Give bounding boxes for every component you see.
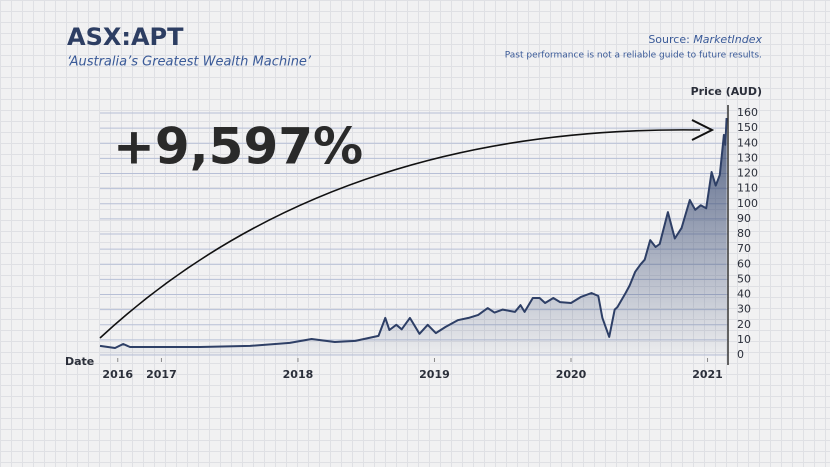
arrow-head [691, 119, 715, 141]
y-tick-label: 100 [737, 197, 758, 210]
y-axis-label: Price (AUD) [691, 85, 762, 98]
y-tick-label: 90 [737, 212, 751, 225]
source: Source: MarketIndex [648, 33, 762, 46]
source-label: Source: [648, 33, 690, 46]
y-tick-label: 20 [737, 318, 751, 331]
y-tick-label: 70 [737, 242, 751, 255]
x-tick-label: 2019 [419, 368, 450, 381]
x-tick-label: 2020 [556, 368, 587, 381]
y-tick-label: 120 [737, 167, 758, 180]
y-tick-label: 10 [737, 333, 751, 346]
chart-subtitle: ‘Australia’s Greatest Wealth Machine’ [67, 55, 312, 70]
y-tick-label: 140 [737, 136, 758, 149]
disclaimer: Past performance is not a reliable guide… [505, 51, 762, 61]
annotation: +9,597% [113, 118, 363, 176]
x-tick-label: 2017 [146, 368, 177, 381]
y-tick-label: 50 [737, 272, 751, 285]
annotation-arrow [99, 129, 701, 339]
y-tick-label: 110 [737, 182, 758, 195]
y-tick-label: 150 [737, 121, 758, 134]
area-fill [100, 118, 727, 355]
y-tick-label: 60 [737, 257, 751, 270]
price-line [99, 117, 728, 349]
x-tick-label: 2018 [283, 368, 314, 381]
y-tick-label: 0 [737, 348, 744, 361]
y-tick-label: 30 [737, 303, 751, 316]
y-tick-label: 40 [737, 288, 751, 301]
x-tick-label: 2016 [102, 368, 133, 381]
x-tick-label: 2021 [692, 368, 723, 381]
y-tick-label: 130 [737, 151, 758, 164]
source-name: MarketIndex [693, 33, 762, 46]
y-tick-label: 80 [737, 227, 751, 240]
x-axis-label: Date [65, 355, 94, 368]
chart-title: ASX:APT [67, 23, 184, 51]
y-tick-label: 160 [737, 106, 758, 119]
